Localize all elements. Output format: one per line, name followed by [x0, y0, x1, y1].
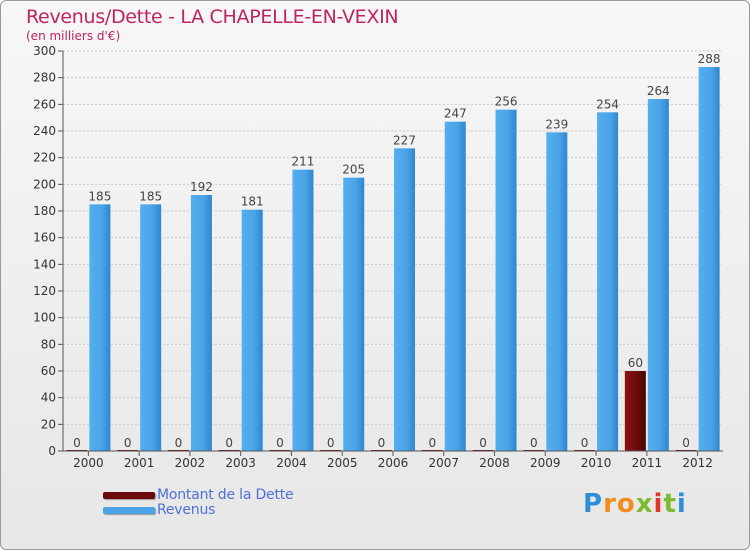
y-tick-label: 80 [41, 337, 56, 351]
y-tick-label: 280 [33, 71, 56, 85]
y-tick-label: 240 [33, 124, 56, 138]
value-label-dette: 0 [428, 436, 436, 450]
y-tick-label: 160 [33, 231, 56, 245]
bar-revenus [597, 112, 619, 451]
value-label-revenus: 256 [495, 95, 518, 109]
x-tick-label: 2009 [530, 456, 561, 470]
legend-item-dette: Montant de la Dette [103, 487, 294, 503]
value-label-dette: 0 [225, 436, 233, 450]
value-label-dette: 0 [327, 436, 335, 450]
value-label-dette: 0 [124, 436, 132, 450]
value-label-revenus: 185 [139, 189, 162, 203]
value-label-dette: 0 [378, 436, 386, 450]
x-tick-label: 2005 [327, 456, 358, 470]
value-label-dette: 0 [175, 436, 183, 450]
legend-swatch-revenus [103, 506, 155, 514]
bar-revenus [698, 67, 720, 451]
bar-revenus [394, 148, 415, 452]
value-label-dette: 0 [530, 436, 538, 450]
legend-label-revenus: Revenus [157, 502, 216, 518]
y-tick-label: 180 [33, 204, 56, 218]
bar-revenus [647, 99, 669, 451]
y-tick-label: 220 [33, 151, 56, 165]
x-tick-label: 2002 [175, 456, 206, 470]
x-tick-label: 2011 [632, 456, 663, 470]
value-label-revenus: 205 [342, 163, 365, 177]
value-label-revenus: 211 [292, 155, 315, 169]
y-tick-label: 100 [33, 311, 56, 325]
value-label-revenus: 288 [698, 52, 721, 66]
bar-revenus [343, 177, 365, 451]
x-tick-label: 2003 [225, 456, 256, 470]
x-tick-label: 2007 [428, 456, 459, 470]
value-label-revenus: 247 [444, 107, 467, 121]
x-tick-label: 2000 [73, 456, 104, 470]
y-tick-label: 300 [33, 44, 56, 58]
legend-item-revenus: Revenus [103, 502, 216, 518]
y-tick-label: 260 [33, 97, 56, 111]
value-label-revenus: 254 [596, 97, 619, 111]
value-label-revenus: 181 [241, 195, 264, 209]
bar-revenus [241, 209, 263, 451]
chart-title: Revenus/Dette - LA CHAPELLE-EN-VEXIN [26, 6, 399, 28]
bar-revenus [292, 169, 314, 451]
value-label-dette: 0 [276, 436, 284, 450]
y-tick-label: 40 [41, 391, 56, 405]
value-label-revenus: 227 [393, 133, 416, 147]
y-tick-label: 60 [41, 364, 56, 378]
x-tick-label: 2012 [682, 456, 713, 470]
y-tick-label: 120 [33, 284, 56, 298]
legend-label-dette: Montant de la Dette [157, 487, 294, 503]
bar-revenus [89, 204, 111, 451]
bar-revenus [190, 195, 212, 451]
legend-swatch-dette [103, 491, 155, 499]
bar-revenus [495, 109, 517, 452]
brand-logo: Proxiti [583, 489, 687, 519]
value-label-revenus: 185 [88, 189, 111, 203]
bar-revenus [546, 132, 568, 452]
x-tick-label: 2001 [124, 456, 155, 470]
y-tick-label: 140 [33, 257, 56, 271]
value-label-dette: 0 [581, 436, 589, 450]
value-label-revenus: 192 [190, 180, 213, 194]
value-label-revenus: 239 [545, 117, 568, 131]
bar-revenus [140, 204, 162, 451]
value-label-dette: 0 [682, 436, 690, 450]
x-tick-label: 2004 [276, 456, 307, 470]
y-tick-label: 20 [41, 417, 56, 431]
value-label-dette: 0 [479, 436, 487, 450]
value-label-revenus: 264 [647, 84, 670, 98]
bar-revenus [444, 121, 466, 452]
y-tick-label: 0 [48, 444, 56, 458]
value-label-dette: 0 [73, 436, 81, 450]
y-tick-label: 200 [33, 177, 56, 191]
bar-dette [624, 371, 646, 451]
x-tick-label: 2008 [479, 456, 510, 470]
x-tick-label: 2006 [378, 456, 409, 470]
value-label-dette: 60 [628, 356, 643, 370]
x-tick-label: 2010 [581, 456, 612, 470]
chart-subtitle: (en milliers d'€) [26, 29, 121, 43]
